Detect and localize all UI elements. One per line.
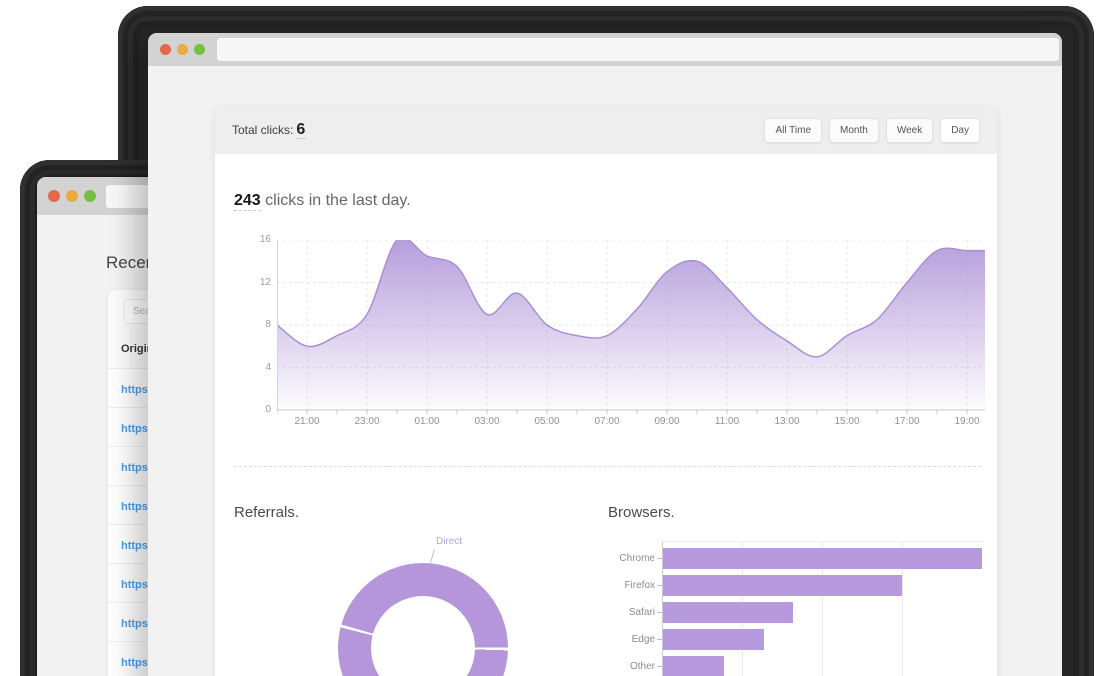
close-window-icon[interactable] bbox=[160, 44, 171, 55]
range-buttons: All Time Month Week Day bbox=[757, 117, 980, 143]
bar-row-firefox: Firefox bbox=[624, 575, 982, 596]
zoom-window-icon[interactable] bbox=[84, 190, 96, 202]
y-axis-tick-label: 8 bbox=[265, 319, 271, 330]
bar bbox=[663, 548, 982, 569]
clicks-subtitle: 243 clicks in the last day. bbox=[234, 192, 411, 211]
section-divider bbox=[234, 466, 981, 467]
analytics-card-header: Total clicks: 6 All Time Month Week Day bbox=[215, 106, 997, 154]
analytics-card: Total clicks: 6 All Time Month Week Day 243 … bbox=[215, 106, 997, 676]
referrals-title: Referrals. bbox=[234, 504, 300, 521]
front-page: Total clicks: 6 All Time Month Week Day 243 … bbox=[148, 66, 1062, 676]
x-axis-tick-label: 01:00 bbox=[414, 416, 440, 427]
x-axis-tick-label: 05:00 bbox=[534, 416, 560, 427]
minimize-window-icon[interactable] bbox=[177, 44, 188, 55]
bar bbox=[663, 602, 794, 623]
browsers-bar-chart: Chrome Firefox Safari Edge Other bbox=[619, 541, 982, 676]
range-button-month[interactable]: Month bbox=[829, 117, 879, 143]
donut-hole bbox=[371, 596, 475, 676]
total-clicks: Total clicks: 6 bbox=[232, 121, 306, 139]
front-browser-toolbar bbox=[148, 33, 1062, 66]
axis-tick bbox=[657, 585, 662, 586]
x-axis-tick-label: 09:00 bbox=[654, 416, 680, 427]
x-axis-tick-label: 23:00 bbox=[354, 416, 380, 427]
range-button-all-time[interactable]: All Time bbox=[764, 117, 823, 143]
total-clicks-value: 6 bbox=[296, 121, 306, 139]
referrals-donut-chart bbox=[338, 563, 508, 676]
x-axis-tick-label: 03:00 bbox=[474, 416, 500, 427]
bar-row-edge: Edge bbox=[632, 629, 982, 650]
bar bbox=[663, 629, 765, 650]
donut-callout-leader bbox=[430, 549, 435, 563]
bar bbox=[663, 575, 903, 596]
bar-row-other: Other bbox=[630, 656, 982, 676]
bar-row-chrome: Chrome bbox=[619, 548, 982, 569]
clicks-count: 243 bbox=[234, 192, 261, 211]
y-axis-tick-label: 4 bbox=[265, 361, 271, 373]
bar-label: Safari bbox=[628, 607, 655, 618]
bar-label: Chrome bbox=[619, 553, 655, 564]
total-clicks-label: Total clicks: bbox=[232, 123, 294, 137]
area-chart-svg bbox=[277, 240, 985, 414]
analytics-card-body: 243 clicks in the last day. 0 4 8 12 16 21:00… bbox=[215, 154, 997, 676]
x-axis-tick-label: 13:00 bbox=[774, 416, 800, 427]
y-axis-tick-label: 12 bbox=[259, 276, 271, 288]
minimize-window-icon[interactable] bbox=[66, 190, 78, 202]
front-browser-window: Total clicks: 6 All Time Month Week Day 243 … bbox=[148, 33, 1062, 676]
axis-tick bbox=[657, 612, 662, 613]
range-button-week[interactable]: Week bbox=[885, 117, 934, 143]
close-window-icon[interactable] bbox=[48, 190, 60, 202]
bar bbox=[663, 656, 725, 676]
x-axis-tick-label: 15:00 bbox=[834, 416, 860, 427]
x-axis-tick-label: 19:00 bbox=[954, 416, 980, 427]
bar-label: Firefox bbox=[624, 580, 655, 591]
recent-links-heading: Recent bbox=[106, 253, 160, 272]
clicks-subtitle-text: clicks in the last day. bbox=[260, 192, 411, 209]
x-axis-tick-label: 21:00 bbox=[294, 416, 320, 427]
y-axis-tick-label: 16 bbox=[259, 234, 271, 245]
clicks-area-chart: 0 4 8 12 16 21:00 23:00 01:00 03:00 05:00 07:00 09:… bbox=[260, 234, 985, 427]
x-axis-tick-label: 11:00 bbox=[714, 416, 740, 427]
range-button-day[interactable]: Day bbox=[940, 117, 980, 143]
donut-callout-direct: Direct bbox=[436, 536, 463, 547]
bar-row-safari: Safari bbox=[629, 602, 982, 623]
zoom-window-icon[interactable] bbox=[194, 44, 205, 55]
axis-tick bbox=[657, 639, 662, 640]
bar-label: Edge bbox=[631, 634, 655, 645]
axis-tick bbox=[657, 666, 662, 667]
y-axis-tick-label: 0 bbox=[265, 404, 271, 415]
browsers-title: Browsers. bbox=[608, 504, 675, 521]
bar-label: Other bbox=[629, 661, 655, 672]
x-axis-tick-label: 17:00 bbox=[894, 416, 920, 427]
x-axis-tick-label: 07:00 bbox=[594, 416, 620, 427]
front-url-bar[interactable] bbox=[217, 38, 1059, 61]
origin-column-header: Origin bbox=[121, 343, 154, 355]
axis-tick bbox=[657, 558, 662, 559]
